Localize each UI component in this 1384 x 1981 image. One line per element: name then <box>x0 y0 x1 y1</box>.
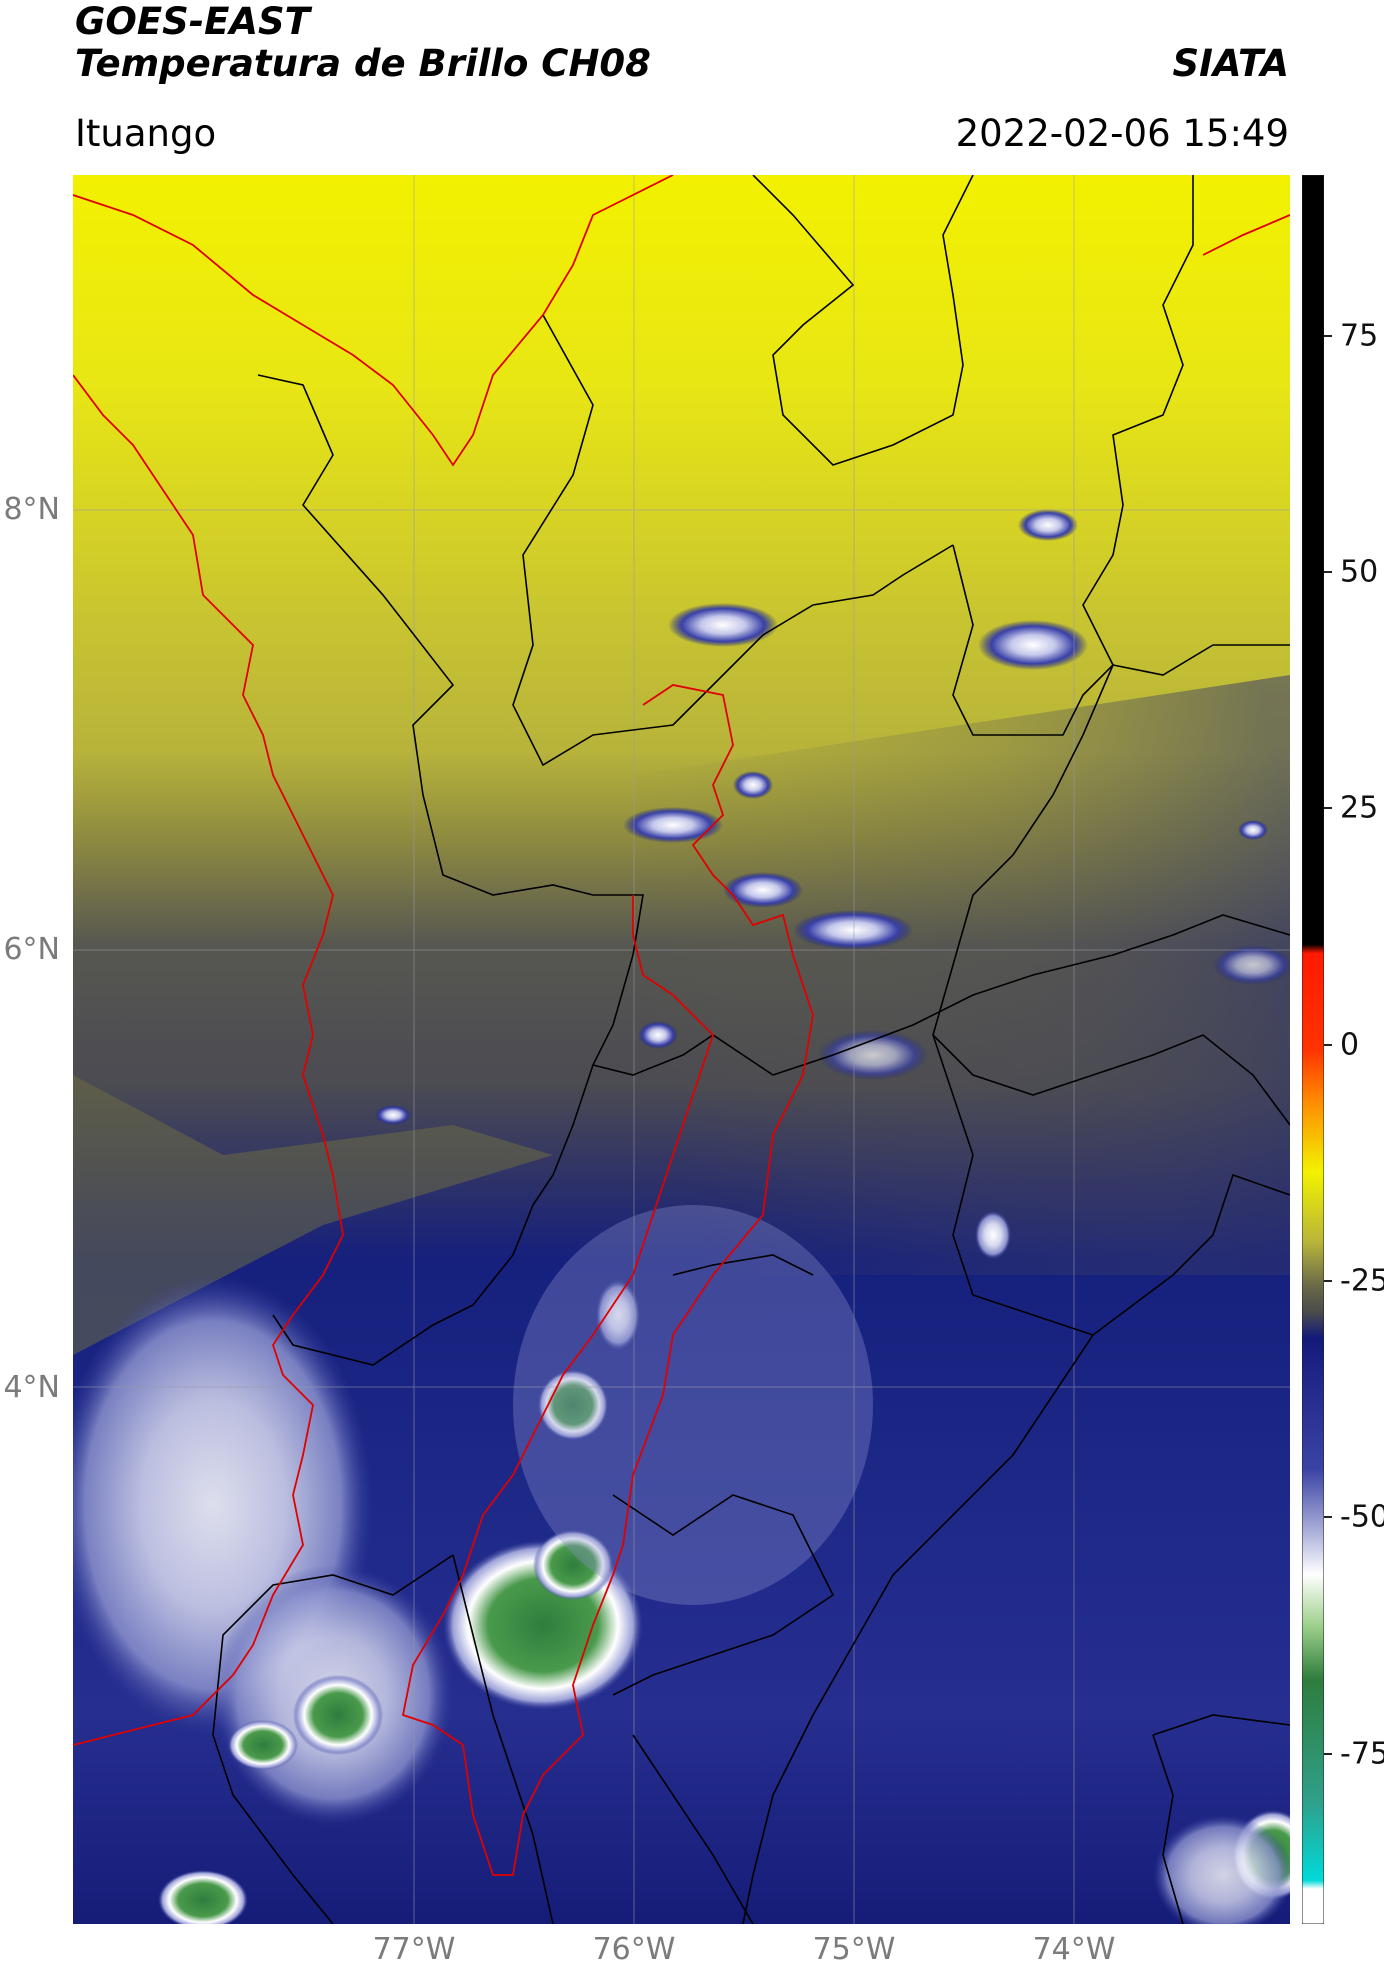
green-core-corner <box>158 1870 248 1924</box>
title-org: SIATA <box>1172 42 1289 85</box>
colorbar-tick-mark <box>1324 1280 1332 1283</box>
title-satellite: GOES-EAST <box>75 0 310 43</box>
subtitle-datetime: 2022-02-06 15:49 <box>955 112 1289 155</box>
cell-5 <box>723 872 803 908</box>
department-borders <box>212 175 1290 1924</box>
graticule <box>73 175 1290 1924</box>
cell-1 <box>668 603 778 647</box>
lon-label-77w: 77°W <box>372 1932 456 1967</box>
colorbar-tick-mark <box>1324 1516 1332 1519</box>
colorbar <box>1302 175 1324 1924</box>
green-core-small <box>533 1530 613 1600</box>
colorbar-tick-mark <box>1324 1043 1332 1046</box>
lon-label-76w: 76°W <box>592 1932 676 1967</box>
lat-label-4n: 4°N <box>3 1370 60 1405</box>
white-cell <box>596 1280 640 1350</box>
lat-label-8n: 8°N <box>3 492 60 527</box>
cell-2 <box>978 620 1088 670</box>
colorbar-tick-label: 75 <box>1340 318 1379 354</box>
colorbar-tick-label: -75 <box>1340 1736 1384 1772</box>
colorbar-tick-label: 25 <box>1340 790 1379 826</box>
green-core-south <box>293 1675 383 1755</box>
cell-12 <box>375 1105 411 1125</box>
colorbar-tick-label: -25 <box>1340 1263 1384 1299</box>
cell-4 <box>623 807 723 843</box>
lat-label-6n: 6°N <box>3 932 60 967</box>
lavender-area <box>513 1205 873 1605</box>
colorbar-tick-label: 0 <box>1340 1027 1360 1063</box>
country-borders <box>73 175 1290 1876</box>
white-cell-southeast <box>1153 1815 1290 1924</box>
dark-band-east <box>633 675 1290 1275</box>
colorbar-tick-label: -50 <box>1340 1499 1384 1535</box>
colorbar-tick-mark <box>1324 571 1332 574</box>
colorbar-tick-mark <box>1324 807 1332 810</box>
cell-9 <box>733 771 773 799</box>
satellite-map <box>73 175 1290 1924</box>
colorbar-tick-mark <box>1324 334 1332 337</box>
colorbar-tick-label: 50 <box>1340 554 1379 590</box>
colorbar-fill <box>1302 175 1324 1924</box>
subtitle-location: Ituango <box>75 112 217 155</box>
white-cell-east <box>975 1211 1011 1259</box>
cell-7 <box>818 1030 928 1080</box>
cell-8 <box>638 1021 678 1049</box>
cell-3 <box>1018 509 1078 541</box>
colorbar-tick-mark <box>1324 1752 1332 1755</box>
green-core-southwest <box>228 1720 298 1770</box>
lon-label-74w: 74°W <box>1032 1932 1116 1967</box>
cell-10 <box>1213 945 1290 985</box>
title-product: Temperatura de Brillo CH08 <box>75 42 651 85</box>
cell-11 <box>1238 820 1268 840</box>
cell-6 <box>793 910 913 950</box>
lon-label-75w: 75°W <box>812 1932 896 1967</box>
